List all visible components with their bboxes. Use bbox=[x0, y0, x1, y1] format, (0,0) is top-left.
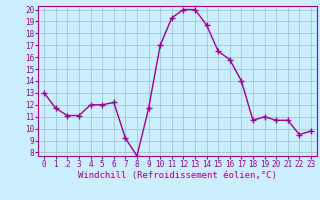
X-axis label: Windchill (Refroidissement éolien,°C): Windchill (Refroidissement éolien,°C) bbox=[78, 171, 277, 180]
